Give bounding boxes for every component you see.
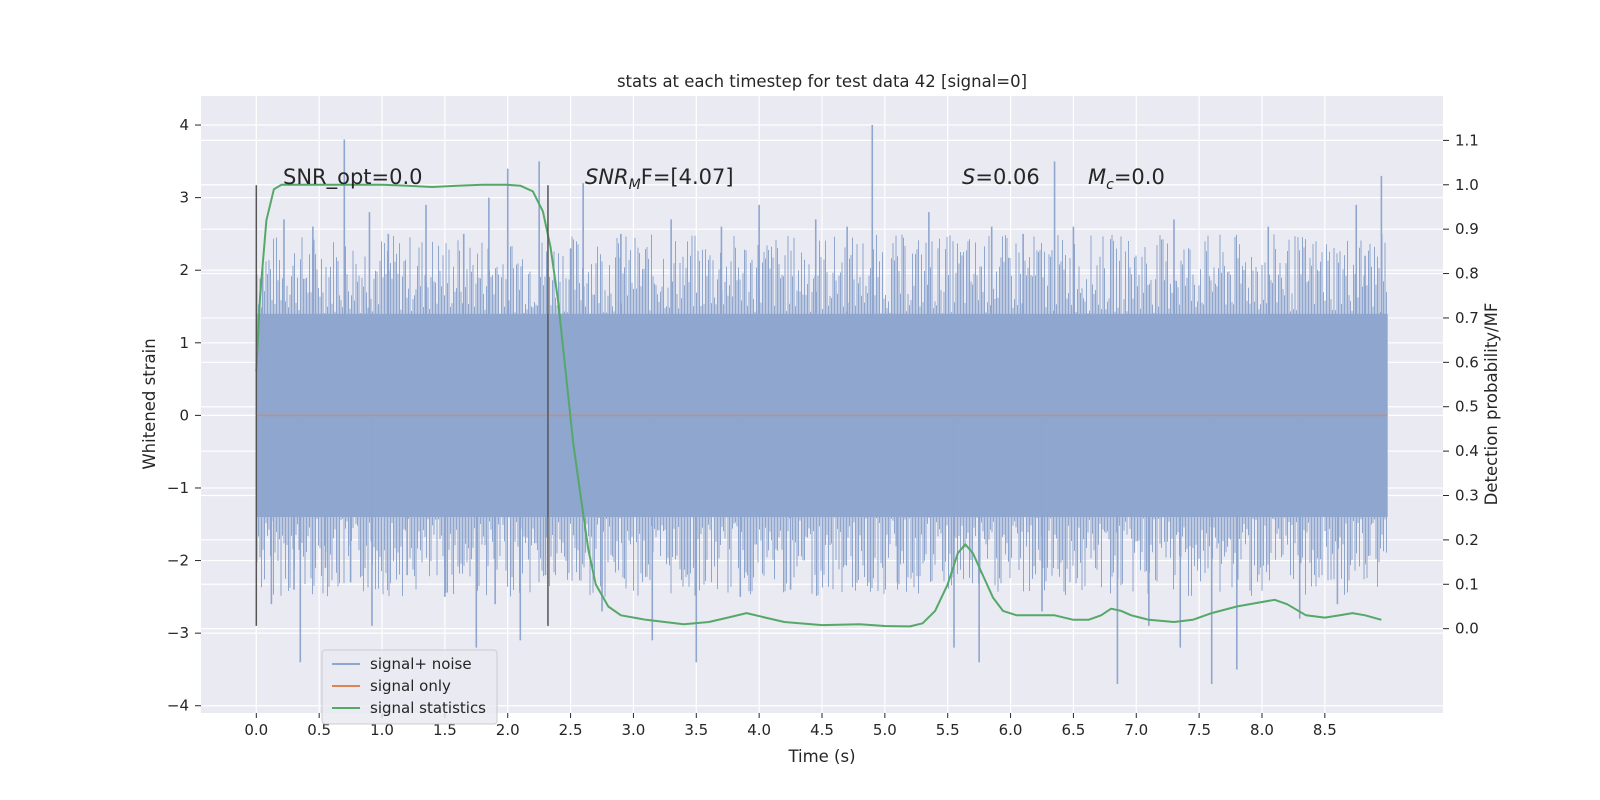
y-tick-label-right: 1.1 bbox=[1455, 131, 1479, 149]
y-tick-label-right: 0.0 bbox=[1455, 620, 1479, 638]
y-tick-label-left: 4 bbox=[179, 116, 189, 134]
y-tick-label-right: 0.2 bbox=[1455, 531, 1479, 549]
y-tick-label-right: 0.6 bbox=[1455, 353, 1479, 371]
x-tick-label: 2.0 bbox=[496, 721, 520, 739]
legend-label-signal-only: signal only bbox=[370, 677, 451, 695]
x-tick-label: 1.0 bbox=[370, 721, 394, 739]
x-axis-label: Time (s) bbox=[787, 747, 855, 766]
y-tick-label-left: −4 bbox=[167, 697, 189, 715]
legend-label-signal-statistics: signal statistics bbox=[370, 699, 486, 717]
x-tick-label: 5.5 bbox=[936, 721, 960, 739]
annotation-mc: Mc=0.0 bbox=[1088, 165, 1165, 193]
signal-statistics-line bbox=[255, 183, 1382, 628]
x-tick-label: 6.0 bbox=[999, 721, 1023, 739]
y-tick-label-left: 1 bbox=[179, 334, 189, 352]
x-tick-label: 3.5 bbox=[684, 721, 708, 739]
x-tick-label: 5.0 bbox=[873, 721, 897, 739]
x-tick-label: 7.0 bbox=[1124, 721, 1148, 739]
x-tick-label: 0.0 bbox=[244, 721, 268, 739]
annotation-s: S=0.06 bbox=[962, 165, 1040, 189]
legend-box bbox=[321, 649, 498, 725]
y-tick-label-right: 0.3 bbox=[1455, 486, 1479, 504]
annotation-snr-opt: SNR_opt=0.0 bbox=[283, 165, 423, 190]
x-tick-label: 1.5 bbox=[433, 721, 457, 739]
x-tick-label: 7.5 bbox=[1187, 721, 1211, 739]
y-tick-label-left: 0 bbox=[179, 406, 189, 424]
vertical-markers bbox=[255, 185, 549, 626]
y-tick-label-left: 2 bbox=[179, 261, 189, 279]
y-tick-label-left: 3 bbox=[179, 189, 189, 207]
x-tick-label: 3.0 bbox=[622, 721, 646, 739]
y-axis-label-left: Whitened strain bbox=[140, 338, 159, 469]
legend: signal+ noise signal only signal statist… bbox=[321, 649, 498, 725]
chart-title: stats at each timestep for test data 42 … bbox=[617, 72, 1027, 91]
x-tick-label: 8.0 bbox=[1250, 721, 1274, 739]
y-tick-label-right: 0.9 bbox=[1455, 220, 1479, 238]
y-tick-label-right: 0.4 bbox=[1455, 442, 1479, 460]
x-tick-label: 8.5 bbox=[1313, 721, 1337, 739]
y-tick-label-right: 1.0 bbox=[1455, 176, 1479, 194]
x-tick-label: 2.5 bbox=[559, 721, 583, 739]
y-tick-label-right: 0.5 bbox=[1455, 398, 1479, 416]
annotation-snr-mf: SNRMF=[4.07] bbox=[585, 165, 734, 193]
y-tick-labels-left: −4 −3 −2 −1 0 1 2 3 4 bbox=[167, 116, 201, 715]
y-tick-label-right: 0.8 bbox=[1455, 265, 1479, 283]
y-tick-label-right: 0.7 bbox=[1455, 309, 1479, 327]
y-tick-label-left: −2 bbox=[167, 552, 189, 570]
y-tick-labels-right: 0.0 0.1 0.2 0.3 0.4 0.5 0.6 0.7 0.8 0.9 1.0 1.1 bbox=[1443, 131, 1479, 638]
y-tick-label-left: −1 bbox=[167, 479, 189, 497]
x-tick-label: 4.5 bbox=[810, 721, 834, 739]
x-tick-labels: 0.0 0.5 1.0 1.5 2.0 2.5 3.0 3.5 4.0 4.5 5.0 5.5 6.0 6… bbox=[244, 713, 1337, 739]
y-tick-label-left: −3 bbox=[167, 624, 189, 642]
x-tick-label: 0.5 bbox=[307, 721, 331, 739]
x-tick-label: 6.5 bbox=[1061, 721, 1085, 739]
x-tick-label: 4.0 bbox=[747, 721, 771, 739]
y-axis-label-right: Detection probability/MF bbox=[1482, 303, 1501, 506]
legend-label-signal-noise: signal+ noise bbox=[370, 655, 472, 673]
series-lines bbox=[255, 183, 1388, 628]
y-tick-label-right: 0.1 bbox=[1455, 575, 1479, 593]
